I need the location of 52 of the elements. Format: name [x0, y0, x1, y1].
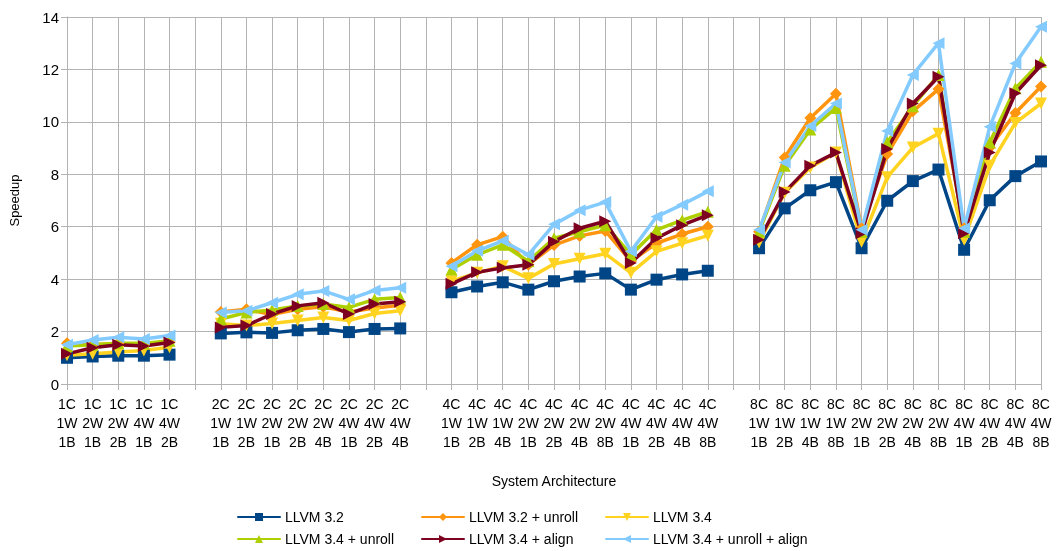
x-tick-label: 8C 4W 4B [1004, 395, 1027, 450]
x-tick-label: 8C 4W 8B [1030, 395, 1053, 450]
x-tick-label: 1C 2W 2B [107, 395, 130, 450]
x-tick-label: 4C 2W 8B [594, 395, 617, 450]
x-tick-label: 4C 1W 1B [440, 395, 463, 450]
y-tick-label: 6 [50, 218, 59, 236]
x-tick-label: 1C 1W 1B [56, 395, 79, 450]
x-tick-label: 1C 2W 1B [82, 395, 104, 450]
x-tick-label: 8C 1W 2B [774, 395, 796, 450]
x-tick-label: 8C 2W 1B [851, 395, 873, 450]
x-tick-label: 8C 4W 1B [953, 395, 976, 450]
x-tick-label: 2C 1W 2B [235, 395, 258, 450]
x-axis-title: System Architecture [491, 473, 617, 489]
x-tick-label: 4C 4W 1B [620, 395, 643, 450]
x-tick-label: 8C 4W 2B [979, 395, 1002, 450]
x-tick-label: 8C 1W 8B [825, 395, 848, 450]
x-tick-label: 4C 4W 4B [671, 395, 694, 450]
x-tick-label: 4C 2W 2B [543, 395, 566, 450]
y-tick-label: 8 [50, 165, 59, 183]
x-tick-label: 4C 4W 2B [646, 395, 668, 450]
legend-label: LLVM 3.4 + align [469, 531, 574, 547]
x-tick-label: 2C 2W 2B [287, 395, 309, 450]
y-tick-label: 14 [42, 8, 59, 26]
legend-label: LLVM 3.2 + unroll [469, 509, 579, 525]
x-tick-label: 2C 4W 2B [364, 395, 386, 450]
x-tick-label: 8C 2W 8B [927, 395, 950, 450]
y-tick-label: 12 [42, 60, 59, 78]
x-tick-label: 4C 2W 1B [517, 395, 540, 450]
y-tick-label: 4 [50, 270, 59, 288]
x-tick-label: 8C 2W 2B [876, 395, 899, 450]
y-tick-label: 10 [42, 113, 59, 131]
x-tick-label: 4C 1W 4B [492, 395, 515, 450]
x-tick-label: 2C 4W 4B [389, 395, 412, 450]
x-tick-label: 4C 1W 2B [466, 395, 489, 450]
legend-label: LLVM 3.4 + unroll + align [653, 531, 808, 547]
x-tick-label: 8C 1W 1B [748, 395, 771, 450]
x-tick-label: 2C 2W 1B [261, 395, 284, 450]
x-tick-label: 2C 1W 1B [210, 395, 233, 450]
x-tick-label: 8C 1W 4B [799, 395, 822, 450]
x-tick-label: 1C 4W 1B [133, 395, 156, 450]
legend-label: LLVM 3.4 [653, 509, 713, 525]
legend-label: LLVM 3.2 [285, 509, 345, 525]
x-tick-label: 2C 4W 1B [338, 395, 361, 450]
y-tick-label: 2 [50, 323, 59, 341]
x-tick-label: 4C 2W 4B [569, 395, 591, 450]
x-tick-label: 4C 4W 8B [697, 395, 720, 450]
legend-label: LLVM 3.4 + unroll [285, 531, 395, 547]
x-tick-label: 2C 2W 4B [312, 395, 335, 450]
y-axis-title: Speedup [7, 174, 22, 227]
x-tick-label: 8C 2W 4B [902, 395, 925, 450]
y-tick-label: 0 [50, 375, 59, 393]
x-tick-label: 1C 4W 2B [159, 395, 181, 450]
